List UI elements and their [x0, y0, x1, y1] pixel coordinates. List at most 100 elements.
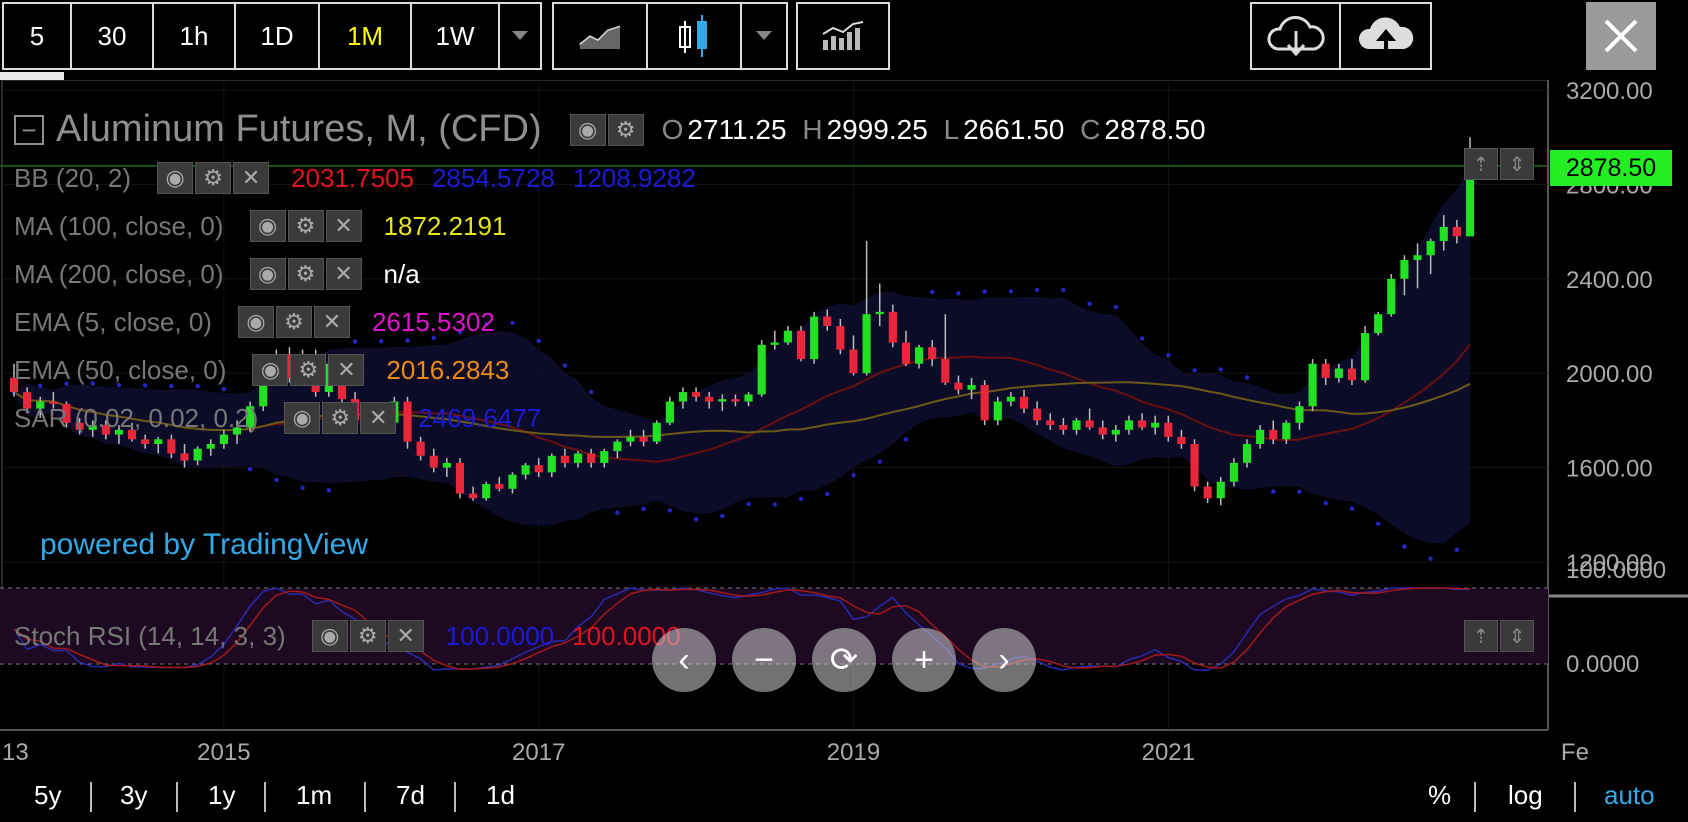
eye-icon[interactable]: ◉	[252, 354, 289, 386]
interval-30[interactable]: 30	[72, 4, 154, 68]
auto-scale-toggle[interactable]: auto	[1604, 780, 1655, 810]
range-3y[interactable]: 3y	[120, 780, 148, 810]
candle-body	[613, 441, 622, 452]
loading-bar	[0, 72, 64, 80]
candle-body	[114, 429, 124, 435]
sar-dot	[457, 329, 463, 335]
candle-body	[429, 455, 438, 468]
sar-dot	[720, 513, 725, 519]
eye-icon[interactable]: ◉	[249, 258, 286, 290]
indicators-button[interactable]	[798, 4, 888, 68]
interval-more-dropdown[interactable]	[500, 4, 540, 68]
gear-icon[interactable]: ⚙	[287, 210, 324, 242]
open-value: 2711.25	[687, 113, 787, 145]
toolbar: 5 30 1h 1D 1M 1W	[0, 0, 1688, 80]
candle-body	[1085, 420, 1094, 428]
pane-expand-icon[interactable]: ⇕	[1500, 148, 1534, 180]
eye-icon[interactable]: ◉	[311, 620, 348, 652]
cloud-download-button[interactable]	[1252, 4, 1342, 68]
bollinger-band-fill	[14, 164, 1470, 544]
eye-icon[interactable]: ◉	[284, 402, 321, 434]
candle-body	[1413, 255, 1422, 260]
eye-icon[interactable]: ◉	[569, 113, 606, 146]
candle-body	[573, 453, 583, 463]
indicator-ma200: MA (200, close, 0) ◉ ⚙ ✕ n/a	[14, 258, 438, 290]
reset-button[interactable]: ⟳	[812, 628, 876, 692]
sar-dot	[877, 459, 882, 464]
candle-body	[1400, 259, 1409, 279]
gear-icon[interactable]: ⚙	[275, 306, 312, 338]
sar-dot	[64, 381, 69, 386]
range-1y[interactable]: 1y	[208, 780, 236, 810]
high-value: 2999.25	[826, 113, 928, 145]
candle-body	[783, 330, 792, 343]
sar-dot	[1428, 556, 1433, 561]
pane-up-icon[interactable]: ⇡	[1464, 620, 1498, 652]
indicator-ema5: EMA (5, close, 0) ◉ ⚙ ✕ 2615.5302	[14, 306, 513, 338]
gear-icon[interactable]: ⚙	[290, 354, 327, 386]
time-tick-label: 13	[2, 739, 29, 766]
indicator-stoch-rsi: Stoch RSI (14, 14, 3, 3) ◉ ⚙ ✕ 100.0000 10…	[14, 620, 699, 652]
candle-body	[193, 448, 202, 461]
sar-dot	[825, 491, 830, 497]
gear-icon[interactable]: ⚙	[287, 258, 324, 290]
candle-body	[206, 444, 215, 449]
range-5y[interactable]: 5y	[34, 780, 62, 810]
eye-icon[interactable]: ◉	[237, 306, 274, 338]
gear-icon[interactable]: ⚙	[607, 113, 644, 146]
interval-1d[interactable]: 1D	[236, 4, 320, 68]
close-icon[interactable]: ✕	[325, 210, 362, 242]
gear-icon[interactable]: ⚙	[322, 402, 359, 434]
sar-dot	[221, 386, 227, 392]
range-1d[interactable]: 1d	[486, 780, 515, 810]
price-tick-label: 1200.00	[1566, 550, 1653, 577]
pane-expand-icon[interactable]: ⇕	[1500, 620, 1534, 652]
last-price-tag: 2878.50	[1550, 150, 1672, 186]
candle-body	[941, 359, 950, 383]
percent-scale-toggle[interactable]: %	[1428, 780, 1452, 810]
cloud-upload-button[interactable]	[1341, 4, 1430, 68]
powered-by-label[interactable]: powered by TradingView	[40, 528, 368, 561]
range-1m[interactable]: 1m	[296, 780, 333, 810]
candlestick-button[interactable]	[648, 4, 742, 68]
interval-5[interactable]: 5	[4, 4, 72, 68]
time-tick-label: 2015	[197, 739, 250, 766]
close-button[interactable]	[1586, 2, 1656, 70]
gear-icon[interactable]: ⚙	[195, 162, 232, 194]
close-icon[interactable]: ✕	[233, 162, 270, 194]
line-chart-button[interactable]	[554, 4, 648, 68]
cloud-group	[1250, 2, 1432, 70]
chart-type-dropdown[interactable]	[742, 4, 786, 68]
gear-icon[interactable]: ⚙	[349, 620, 386, 652]
candle-body	[849, 349, 858, 374]
close-icon[interactable]: ✕	[387, 620, 424, 652]
candle-body	[259, 377, 268, 407]
log-scale-toggle[interactable]: log	[1508, 780, 1543, 810]
zoom-out-button[interactable]: −	[732, 628, 796, 692]
pane-up-icon[interactable]: ⇡	[1464, 148, 1498, 180]
ema50-value: 2016.2843	[386, 354, 510, 385]
candle-body	[1124, 420, 1134, 430]
scroll-left-button[interactable]: ‹	[652, 628, 716, 692]
close-label: C	[1080, 113, 1101, 145]
separator	[264, 782, 266, 812]
close-icon[interactable]: ✕	[313, 306, 350, 338]
candle-body	[1059, 425, 1068, 430]
collapse-icon[interactable]: −	[14, 114, 44, 145]
sar-dot	[405, 338, 410, 343]
candle-body	[154, 439, 163, 444]
stoch-d-line	[13, 587, 1471, 670]
close-icon[interactable]: ✕	[360, 402, 397, 434]
interval-1m[interactable]: 1M	[320, 4, 412, 68]
scroll-right-button[interactable]: ›	[972, 628, 1036, 692]
interval-1w[interactable]: 1W	[412, 4, 500, 68]
close-icon[interactable]: ✕	[325, 258, 362, 290]
eye-icon[interactable]: ◉	[249, 210, 286, 242]
zoom-in-button[interactable]: +	[892, 628, 956, 692]
candle-body	[36, 401, 45, 409]
close-icon[interactable]: ✕	[328, 354, 365, 386]
interval-1h[interactable]: 1h	[154, 4, 236, 68]
indicator-name: EMA (5, close, 0)	[14, 306, 212, 337]
range-7d[interactable]: 7d	[396, 780, 425, 810]
eye-icon[interactable]: ◉	[157, 162, 194, 194]
